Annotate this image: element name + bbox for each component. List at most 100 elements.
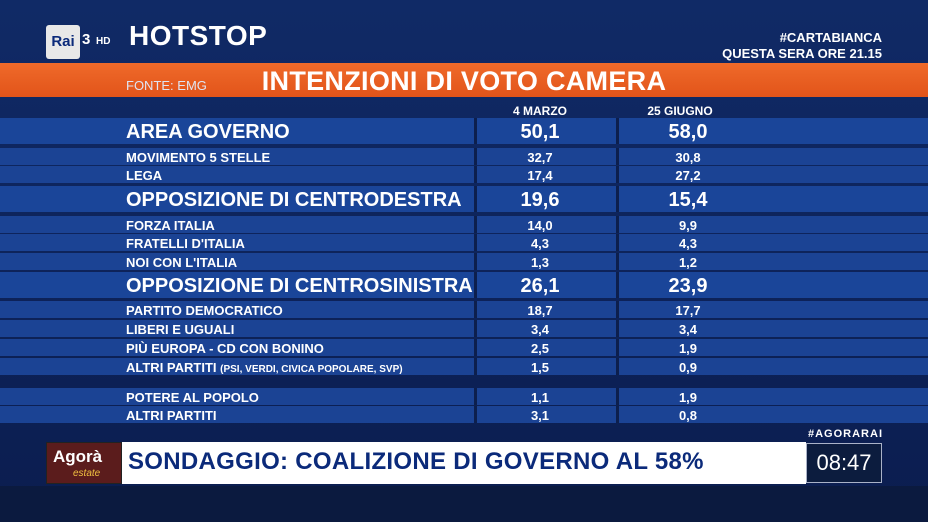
table-row: OPPOSIZIONE DI CENTRODESTRA 19,6 15,4 — [0, 186, 928, 212]
value-june: 0,8 — [678, 408, 698, 423]
column-divider — [616, 118, 619, 144]
column-divider — [616, 358, 619, 375]
agora-logo-name: Agorà — [53, 447, 103, 466]
row-label-text: ALTRI PARTITI — [126, 408, 217, 423]
row-background — [0, 186, 928, 212]
column-divider — [474, 358, 477, 375]
column-divider — [616, 320, 619, 337]
value-june: 58,0 — [668, 121, 708, 143]
value-march: 1,3 — [530, 255, 550, 270]
row-label-text: ALTRI PARTITI — [126, 360, 217, 375]
row-label-text: OPPOSIZIONE DI CENTRODESTRA — [126, 189, 462, 211]
column-divider — [616, 234, 619, 251]
row-label: NOI CON L'ITALIA — [126, 255, 237, 270]
column-divider — [474, 216, 477, 233]
ticker-hashtag: #AGORARAI — [808, 428, 884, 440]
value-march: 17,4 — [527, 168, 553, 183]
row-label-text: AREA GOVERNO — [126, 121, 290, 143]
row-label: OPPOSIZIONE DI CENTRODESTRA — [126, 189, 462, 212]
column-header-june: 25 GIUGNO — [647, 104, 713, 118]
row-label: FRATELLI D'ITALIA — [126, 236, 245, 251]
value-march: 1,1 — [530, 390, 550, 405]
promo-time: QUESTA SERA ORE 21.15 — [722, 46, 882, 61]
value-march: 26,1 — [520, 275, 560, 297]
row-background — [0, 253, 928, 270]
table-row: FRATELLI D'ITALIA 4,3 4,3 — [0, 234, 928, 251]
row-label-text: NOI CON L'ITALIA — [126, 255, 238, 270]
row-label-text: OPPOSIZIONE DI CENTROSINISTRA — [126, 275, 473, 297]
row-background — [0, 388, 928, 405]
row-label: PARTITO DEMOCRATICO — [126, 303, 283, 318]
row-background — [0, 216, 928, 233]
value-march: 32,7 — [527, 150, 553, 165]
table-row: ALTRI PARTITI 3,1 0,8 — [0, 406, 928, 423]
row-background — [0, 148, 928, 165]
row-background — [0, 272, 928, 298]
row-label-text: LEGA — [126, 168, 163, 183]
column-divider — [474, 301, 477, 318]
row-background — [0, 358, 928, 375]
value-june: 0,9 — [678, 360, 698, 375]
column-divider — [474, 118, 477, 144]
top-bar: Rai 3 HD HOTSTOP #CARTABIANCA QUESTA SER… — [0, 0, 928, 62]
row-label-text: PARTITO DEMOCRATICO — [126, 303, 283, 318]
value-march: 18,7 — [527, 303, 553, 318]
column-divider — [474, 186, 477, 212]
column-header-march: 4 MARZO — [513, 104, 567, 118]
column-divider — [616, 272, 619, 298]
column-divider — [474, 253, 477, 270]
source-label: FONTE: EMG — [126, 78, 207, 93]
column-divider — [616, 216, 619, 233]
program-title: HOTSTOP — [129, 20, 268, 51]
row-label-text: FORZA ITALIA — [126, 218, 215, 233]
column-divider — [474, 406, 477, 423]
row-label: MOVIMENTO 5 STELLE — [126, 150, 270, 165]
value-june: 1,9 — [678, 390, 698, 405]
value-march: 50,1 — [520, 121, 560, 143]
column-divider — [474, 148, 477, 165]
row-label: PIÙ EUROPA - CD CON BONINO — [126, 341, 324, 356]
table-row: POTERE AL POPOLO 1,1 1,9 — [0, 388, 928, 405]
channel-hd: HD — [96, 36, 111, 47]
value-march: 4,3 — [530, 236, 550, 251]
row-background — [0, 406, 928, 423]
row-background — [0, 320, 928, 337]
row-label-text: POTERE AL POPOLO — [126, 390, 259, 405]
value-june: 3,4 — [678, 322, 698, 337]
table-row: PARTITO DEMOCRATICO 18,7 17,7 — [0, 301, 928, 318]
promo-hashtag: #CARTABIANCA — [779, 30, 882, 45]
value-june: 23,9 — [668, 275, 708, 297]
table-row: ALTRI PARTITI (PSI, VERDI, CIVICA POPOLA… — [0, 358, 928, 375]
column-divider — [474, 234, 477, 251]
rai-logo: Rai — [46, 25, 80, 59]
row-background — [0, 166, 928, 183]
value-june: 17,7 — [675, 303, 701, 318]
row-background — [0, 118, 928, 144]
row-label-text: PIÙ EUROPA - CD CON BONINO — [126, 341, 324, 356]
value-june: 15,4 — [668, 189, 708, 211]
agora-logo: Agorà estate — [46, 442, 122, 484]
row-background — [0, 301, 928, 318]
column-divider — [474, 339, 477, 356]
column-divider — [474, 388, 477, 405]
value-june: 1,9 — [678, 341, 698, 356]
column-divider — [616, 166, 619, 183]
table-row: LIBERI E UGUALI 3,4 3,4 — [0, 320, 928, 337]
value-march: 3,4 — [530, 322, 550, 337]
agora-logo-sub: estate — [73, 468, 101, 479]
value-march: 3,1 — [530, 408, 550, 423]
column-divider — [616, 301, 619, 318]
table-row: NOI CON L'ITALIA 1,3 1,2 — [0, 253, 928, 270]
row-label: LIBERI E UGUALI — [126, 322, 234, 337]
column-divider — [616, 253, 619, 270]
value-june: 1,2 — [678, 255, 698, 270]
row-label: FORZA ITALIA — [126, 218, 215, 233]
column-divider — [616, 186, 619, 212]
value-march: 2,5 — [530, 341, 550, 356]
row-label-text: MOVIMENTO 5 STELLE — [126, 150, 271, 165]
ticker-bar — [46, 442, 806, 484]
row-label: OPPOSIZIONE DI CENTROSINISTRA — [126, 275, 473, 298]
value-june: 4,3 — [678, 236, 698, 251]
table-row: PIÙ EUROPA - CD CON BONINO 2,5 1,9 — [0, 339, 928, 356]
column-divider — [474, 320, 477, 337]
